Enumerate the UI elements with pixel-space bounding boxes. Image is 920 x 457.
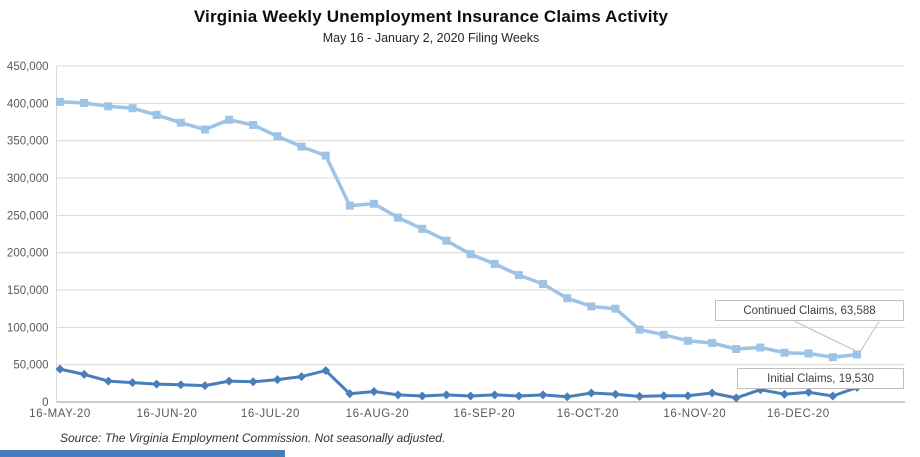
continued-claims-line [58,100,859,359]
continued-claims-marker [345,201,354,210]
initial-claims-marker [248,377,258,387]
y-tick-label: 300,000 [7,173,49,185]
continued-claims-marker [539,280,547,288]
initial-claims-marker [828,391,838,401]
initial-claims-marker [466,391,476,401]
x-tick-label: 16-MAY-20 [29,408,91,420]
initial-claims-marker [562,392,572,402]
initial-claims-marker [707,388,717,398]
initial-claims-marker [659,391,669,401]
chart-title: Virginia Weekly Unemployment Insurance C… [193,7,669,26]
continued-claims-marker [514,271,523,280]
initial-claims-data-label: Initial Claims, 19,530 [737,368,904,389]
continued-claims-marker [56,97,64,106]
y-tick-label: 250,000 [7,210,49,222]
y-tick-label: 450,000 [7,61,49,73]
continued-claims-marker [756,343,765,352]
x-tick-label: 16-DEC-20 [767,408,830,420]
x-tick-label: 16-JUL-20 [241,408,300,420]
initial-claims-marker [780,389,789,399]
chart-subtitle: May 16 - January 2, 2020 Filing Weeks [322,31,540,45]
source-note: Source: The Virginia Employment Commissi… [60,431,446,445]
continued-claims-marker [659,330,668,339]
initial-claims-marker [538,390,548,400]
initial-claims-marker [731,393,741,403]
x-tick-label: 16-SEP-20 [454,408,516,420]
continued-claims-marker [853,350,861,359]
initial-claims-marker [200,381,210,391]
continued-claims-marker [563,294,572,303]
continued-claims-marker [176,118,185,127]
y-tick-label: 150,000 [7,285,49,297]
continued-claims-marker [732,345,741,353]
x-tick-label: 16-OCT-20 [557,408,619,420]
continued-claims-marker [104,102,113,111]
continued-claims-marker [80,99,89,107]
initial-claims-marker [586,388,596,398]
continued-claims-marker [273,132,282,141]
continued-claims-marker [128,104,137,113]
y-tick-label: 350,000 [7,136,49,148]
initial-claims-marker [683,391,693,401]
initial-claims-marker [176,380,186,390]
initial-claims-marker [297,372,306,382]
continued-claims-marker [587,302,596,311]
continued-claims-data-label: Continued Claims, 63,588 [715,300,904,321]
continued-claims-marker [200,125,209,134]
y-tick-label: 200,000 [7,248,49,260]
continued-claims-marker [394,213,403,222]
initial-claims-marker [514,391,524,401]
y-tick-label: 50,000 [13,360,48,372]
initial-claims-marker [635,391,645,401]
continued-claims-marker [297,142,306,151]
continued-claims-marker [611,304,620,313]
initial-claims-marker [128,378,137,388]
initial-claims-marker [345,389,355,399]
initial-claims-marker [272,375,282,385]
continued-claims-marker [828,353,837,362]
initial-claims-marker [490,390,500,400]
continued-claims-marker [152,110,161,119]
continued-claims-marker [370,199,378,208]
initial-claims-marker [79,369,89,379]
initial-claims-line [58,367,859,400]
continued-claims-marker [683,336,692,345]
initial-claims-marker [152,379,162,389]
continued-claims-marker [249,121,258,129]
continued-claims-marker [490,259,499,268]
x-tick-label: 16-NOV-20 [663,408,726,420]
continued-claims-marker [466,250,475,259]
continued-callout-leader [794,321,859,353]
y-tick-label: 100,000 [7,322,49,334]
x-tick-label: 16-AUG-20 [346,408,410,420]
initial-claims-marker [55,364,65,374]
continued-claims-marker [804,349,813,358]
initial-claims-marker [224,376,234,386]
y-tick-label: 0 [42,397,48,409]
initial-claims-marker [393,390,403,400]
continued-claims-marker [418,224,427,233]
table-header-strip [0,450,285,457]
initial-claims-marker [417,391,427,401]
y-tick-label: 400,000 [7,98,49,110]
initial-claims-marker [611,389,620,399]
initial-claims-marker [369,387,379,396]
continued-claims-marker [780,348,789,357]
continued-claims-marker [635,325,644,334]
continued-claims-marker [442,236,451,245]
continued-claims-marker [708,339,717,347]
continued-claims-marker [321,151,330,160]
initial-claims-marker [441,390,451,400]
initial-claims-marker [804,387,814,397]
x-tick-label: 16-JUN-20 [136,408,197,420]
continued-callout-leader [859,321,880,353]
initial-claims-marker [103,376,113,386]
initial-claims-marker [321,366,331,376]
continued-claims-marker [225,115,234,124]
